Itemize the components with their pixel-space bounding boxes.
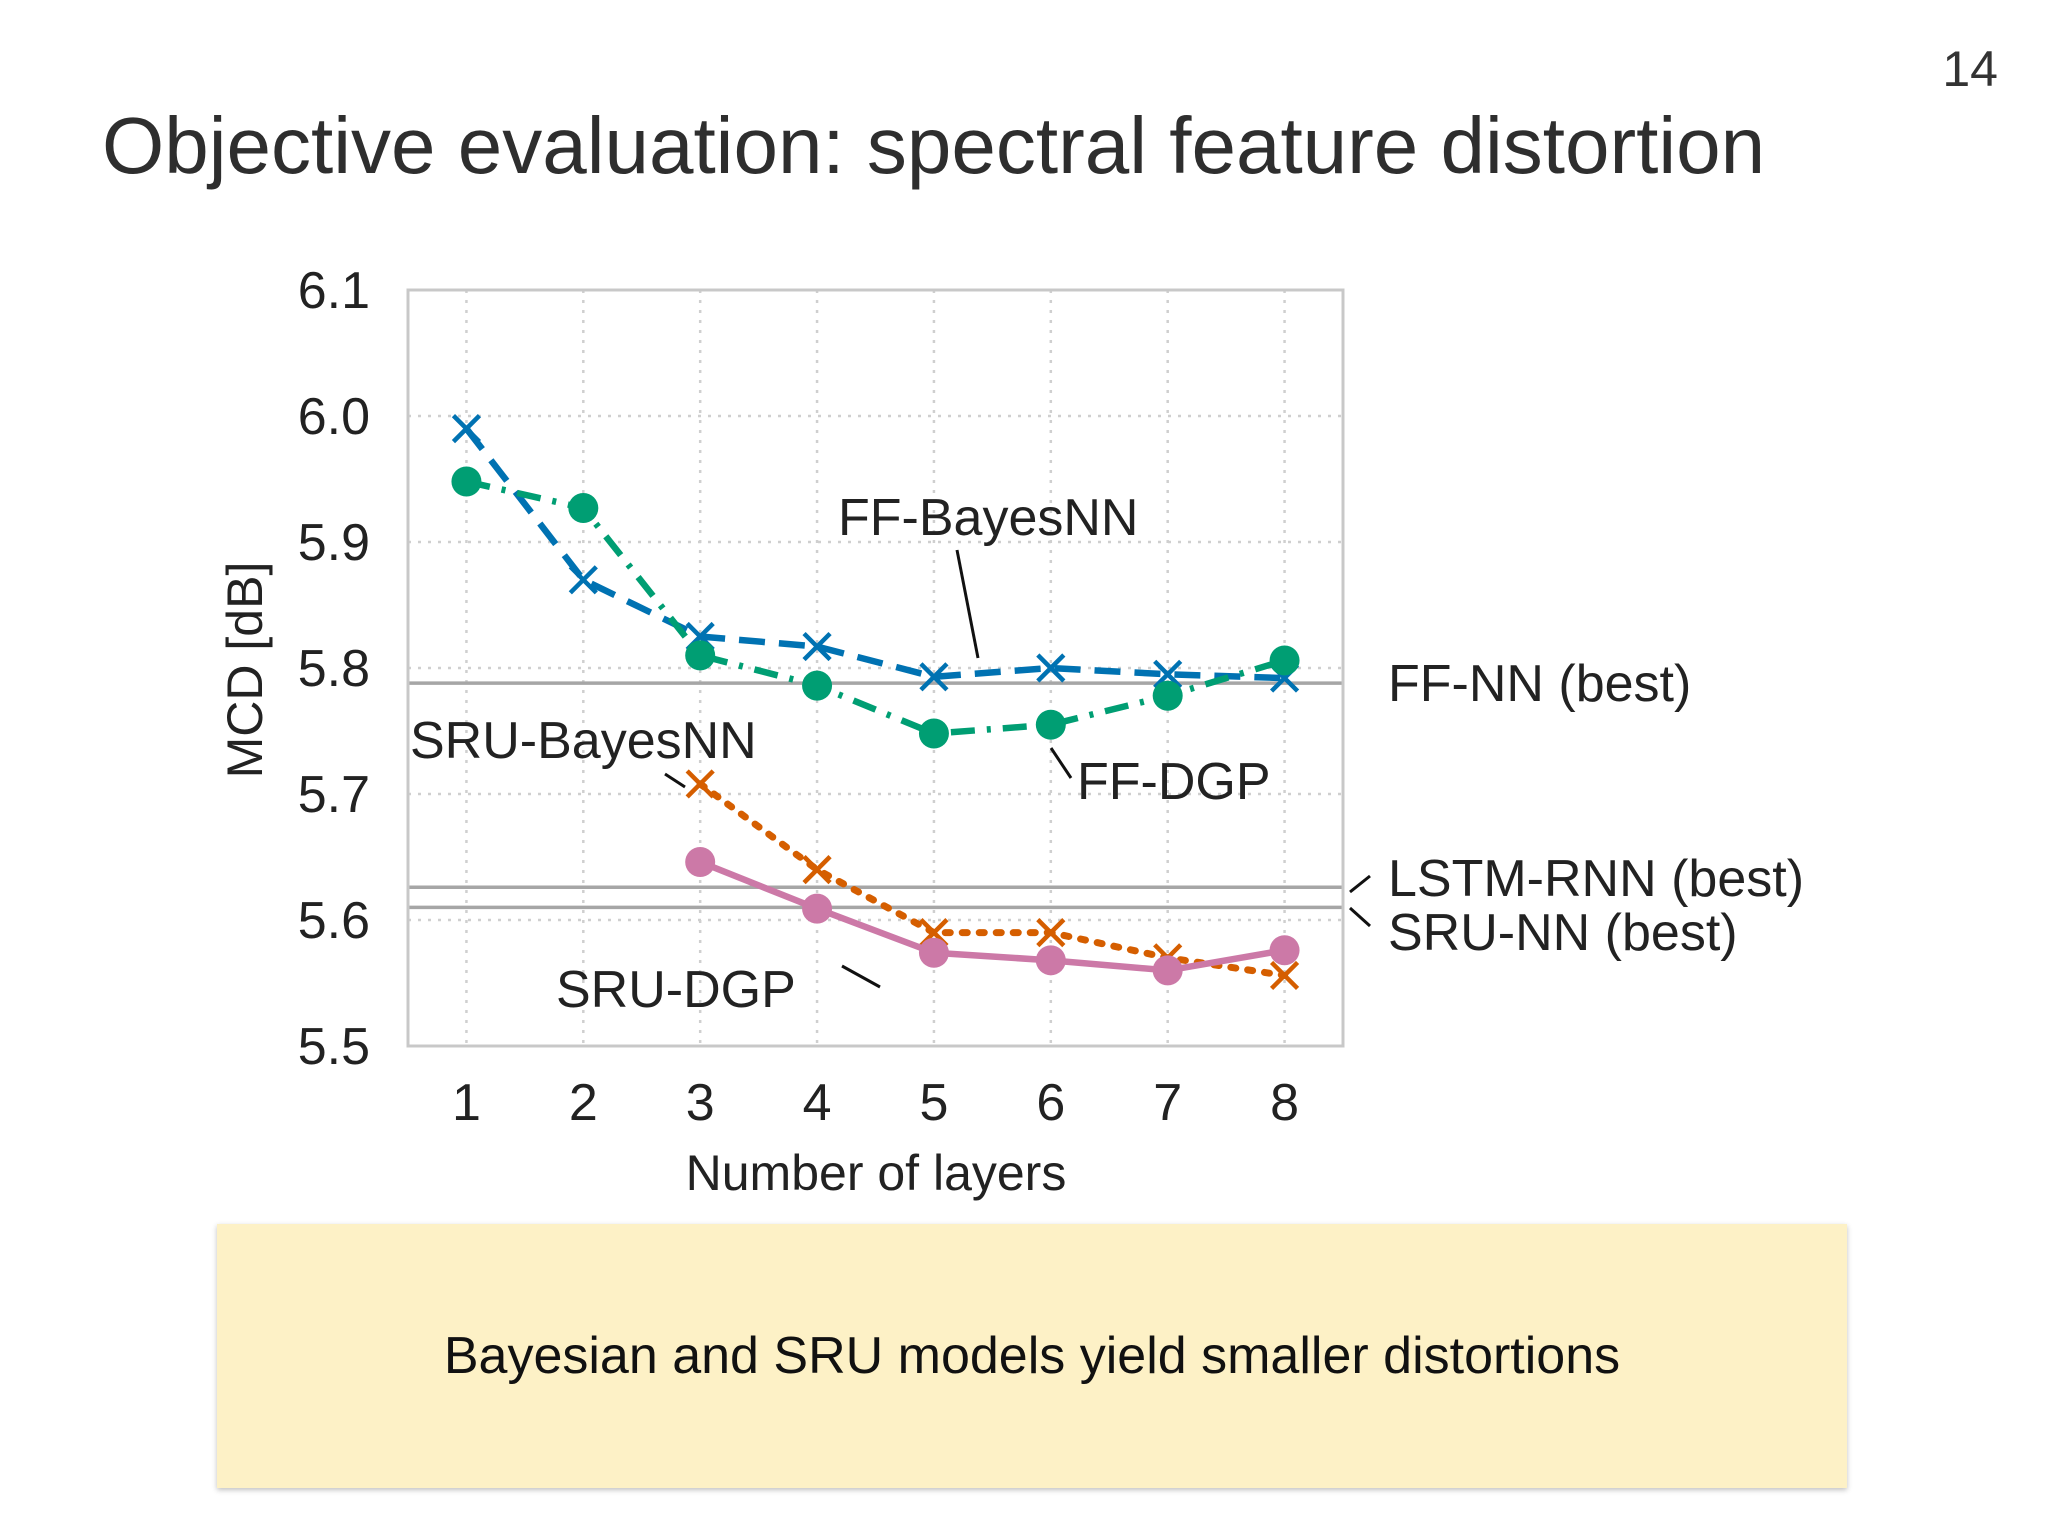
reference-label: FF-NN (best): [1388, 655, 1691, 713]
data-point: [1269, 935, 1300, 966]
data-point: [1036, 918, 1066, 948]
reference-label: SRU-NN (best): [1388, 904, 1738, 962]
data-point: [802, 893, 833, 924]
x-tick-label: 3: [686, 1074, 715, 1132]
reference-label: LSTM-RNN (best): [1388, 850, 1804, 908]
data-point: [1152, 680, 1183, 711]
label-leader-line: [955, 549, 980, 659]
data-point: [568, 492, 599, 523]
data-point: [802, 670, 833, 701]
series-label: SRU-DGP: [556, 961, 796, 1019]
tick-labels: 5.5 5.6 5.7 5.8 5.9 6.0 6.1 1 2 3 4 5 6 7 8: [298, 262, 1299, 1132]
series-line-ff-bayesnn: [463, 426, 1285, 682]
x-tick-label: 1: [452, 1074, 481, 1132]
data-point: [1153, 659, 1183, 689]
y-tick-label: 5.8: [298, 640, 370, 698]
label-leader-line: [1049, 747, 1073, 779]
data-point: [918, 718, 949, 749]
series-line-sru-dgp: [698, 859, 1286, 974]
data-point: [918, 937, 949, 968]
y-axis-title: MCD [dB]: [217, 562, 273, 779]
y-tick-label: 5.5: [298, 1018, 370, 1076]
series-labels: FF-BayesNN FF-DGP SRU-BayesNN SRU-DGP FF-NN …: [410, 489, 1804, 1019]
reference-leader-line: [1349, 874, 1371, 894]
x-tick-label: 4: [803, 1074, 832, 1132]
x-tick-label: 6: [1036, 1074, 1065, 1132]
data-point: [1269, 960, 1300, 991]
series-line-ff-dgp: [465, 478, 1286, 737]
data-point: [568, 565, 598, 595]
series-layer: [451, 414, 1300, 991]
data-point: [451, 466, 482, 497]
callout-box: Bayesian and SRU models yield smaller di…: [217, 1224, 1847, 1488]
data-point: [1035, 709, 1066, 740]
data-point: [685, 769, 715, 799]
y-tick-label: 5.7: [298, 766, 370, 824]
data-point: [919, 662, 949, 692]
reference-lines: [408, 681, 1343, 910]
label-leader-line: [841, 964, 881, 989]
data-point: [685, 847, 716, 878]
page-number: 14: [1942, 41, 1998, 97]
data-point: [1036, 653, 1066, 683]
series-label: FF-DGP: [1077, 753, 1271, 811]
series-label: FF-BayesNN: [838, 489, 1138, 547]
callout-text: Bayesian and SRU models yield smaller di…: [443, 1327, 1621, 1385]
y-tick-label: 5.9: [298, 514, 370, 572]
data-point: [802, 855, 832, 885]
y-tick-label: 6.0: [298, 388, 370, 446]
x-tick-label: 5: [919, 1074, 948, 1132]
x-axis-title: Number of layers: [686, 1145, 1067, 1201]
data-point: [451, 414, 482, 444]
reference-leader-line: [1348, 906, 1372, 928]
plot-frame: [406, 288, 1345, 1048]
data-point: [802, 631, 832, 662]
data-point: [1152, 955, 1183, 986]
x-tick-label: 2: [569, 1074, 598, 1132]
series-label: SRU-BayesNN: [410, 712, 757, 770]
data-point: [1269, 645, 1300, 676]
y-tick-label: 6.1: [298, 262, 370, 320]
label-leader-line: [664, 772, 686, 789]
x-tick-label: 8: [1270, 1074, 1299, 1132]
y-tick-label: 5.6: [298, 892, 370, 950]
data-point: [1035, 945, 1066, 976]
series-line-sru-bayesnn: [696, 780, 1289, 979]
x-tick-label: 7: [1153, 1074, 1182, 1132]
data-point: [685, 640, 716, 671]
slide-title: Objective evaluation: spectral feature d…: [102, 101, 1766, 190]
